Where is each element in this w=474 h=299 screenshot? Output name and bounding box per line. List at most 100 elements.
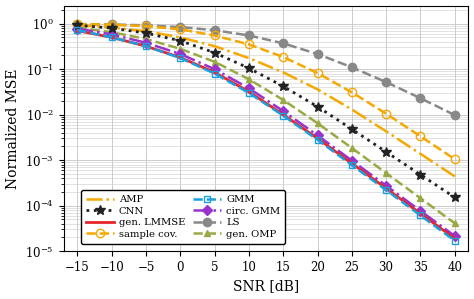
Line: gen. OMP: gen. OMP [74, 24, 458, 227]
CNN [349, 127, 355, 131]
CNN [74, 24, 80, 27]
gen. LMMSE [212, 71, 218, 74]
GMM [212, 72, 218, 75]
sample cov. [74, 22, 80, 26]
AMP [315, 88, 320, 91]
Y-axis label: Normalized MSE: Normalized MSE [6, 68, 19, 189]
gen. LMMSE [109, 36, 115, 39]
CNN [212, 51, 218, 54]
LS [315, 52, 320, 56]
Line: circ. GMM: circ. GMM [74, 25, 458, 239]
sample cov. [349, 91, 355, 94]
AMP [418, 152, 423, 155]
gen. LMMSE [452, 237, 457, 240]
GMM [418, 214, 423, 217]
circ. GMM [246, 86, 252, 90]
gen. OMP [315, 121, 320, 125]
gen. LMMSE [418, 212, 423, 215]
circ. GMM [349, 159, 355, 162]
gen. OMP [212, 60, 218, 64]
gen. OMP [349, 146, 355, 150]
GMM [315, 138, 320, 142]
AMP [143, 30, 149, 33]
GMM [281, 114, 286, 118]
gen. OMP [177, 47, 183, 51]
LS [74, 22, 80, 26]
LS [109, 23, 115, 26]
gen. OMP [246, 77, 252, 81]
gen. OMP [109, 30, 115, 34]
GMM [452, 239, 457, 242]
CNN [452, 196, 457, 199]
Line: sample cov.: sample cov. [73, 20, 459, 163]
CNN [246, 66, 252, 70]
circ. GMM [74, 27, 80, 30]
GMM [349, 163, 355, 167]
gen. LMMSE [315, 137, 320, 140]
sample cov. [177, 28, 183, 31]
circ. GMM [383, 184, 389, 187]
circ. GMM [452, 234, 457, 238]
AMP [383, 129, 389, 133]
circ. GMM [281, 109, 286, 113]
GMM [177, 56, 183, 60]
CNN [383, 150, 389, 154]
AMP [281, 71, 286, 74]
gen. LMMSE [246, 90, 252, 94]
LS [383, 80, 389, 84]
circ. GMM [418, 209, 423, 213]
sample cov. [315, 71, 320, 75]
gen. LMMSE [74, 29, 80, 33]
Line: LS: LS [73, 20, 459, 119]
LS [452, 113, 457, 117]
circ. GMM [143, 41, 149, 45]
circ. GMM [315, 134, 320, 137]
gen. OMP [74, 26, 80, 29]
LS [212, 28, 218, 32]
CNN [177, 39, 183, 42]
AMP [212, 44, 218, 48]
GMM [143, 44, 149, 48]
AMP [177, 36, 183, 39]
AMP [246, 56, 252, 60]
sample cov. [418, 135, 423, 138]
Line: GMM: GMM [74, 27, 458, 244]
LS [246, 34, 252, 37]
sample cov. [383, 112, 389, 115]
Line: AMP: AMP [77, 25, 455, 176]
Line: CNN: CNN [73, 20, 460, 202]
Legend: AMP, CNN, gen. LMMSE, sample cov., GMM, circ. GMM, LS, gen. OMP: AMP, CNN, gen. LMMSE, sample cov., GMM, … [81, 190, 285, 244]
CNN [315, 105, 320, 109]
CNN [418, 173, 423, 176]
circ. GMM [109, 33, 115, 36]
sample cov. [452, 157, 457, 161]
sample cov. [109, 23, 115, 27]
gen. LMMSE [143, 44, 149, 48]
GMM [383, 188, 389, 192]
AMP [349, 108, 355, 111]
gen. OMP [418, 196, 423, 200]
LS [177, 25, 183, 29]
gen. LMMSE [177, 56, 183, 59]
gen. OMP [281, 98, 286, 102]
CNN [109, 26, 115, 30]
sample cov. [143, 25, 149, 28]
sample cov. [281, 55, 286, 59]
CNN [143, 31, 149, 35]
gen. LMMSE [281, 113, 286, 116]
AMP [452, 175, 457, 178]
LS [281, 42, 286, 45]
LS [143, 24, 149, 27]
Line: gen. LMMSE: gen. LMMSE [77, 31, 455, 239]
gen. LMMSE [383, 187, 389, 190]
CNN [281, 85, 286, 88]
LS [418, 96, 423, 100]
GMM [246, 91, 252, 95]
gen. OMP [383, 171, 389, 175]
AMP [109, 26, 115, 29]
gen. OMP [452, 222, 457, 225]
AMP [74, 24, 80, 27]
GMM [74, 28, 80, 32]
gen. LMMSE [349, 161, 355, 165]
gen. OMP [143, 37, 149, 41]
